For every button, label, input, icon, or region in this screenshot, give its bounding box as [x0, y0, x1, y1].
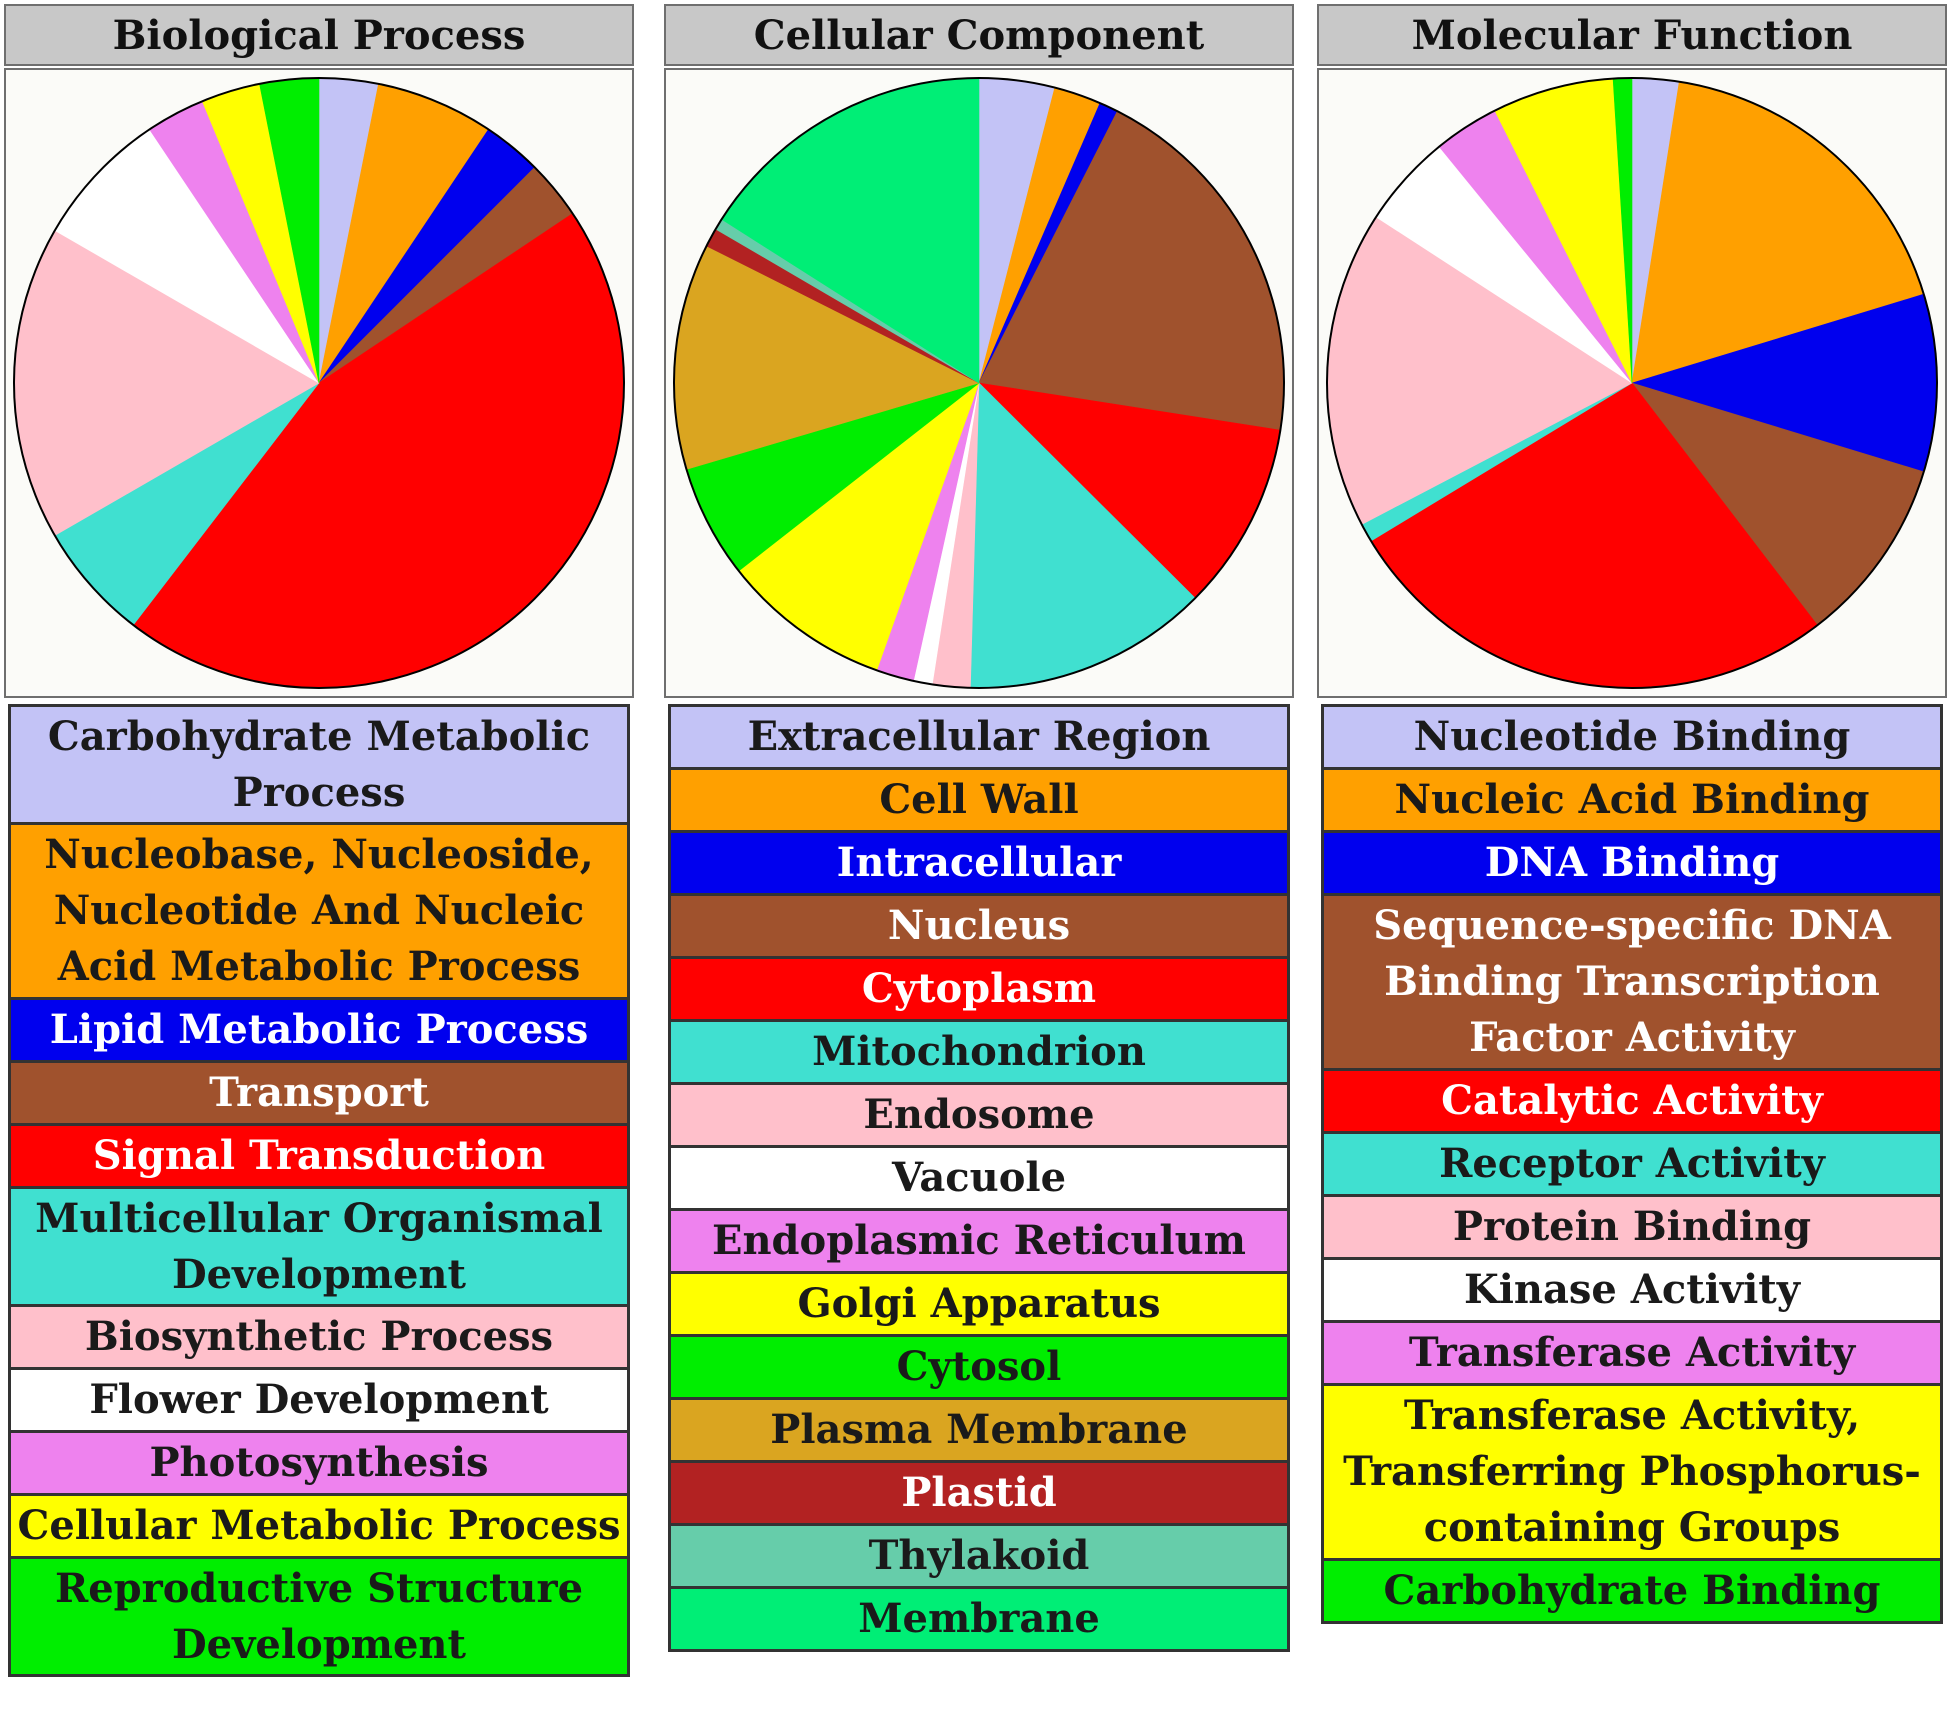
- legend-item-photosynthesis: Photosynthesis: [11, 1433, 627, 1493]
- legend-item-catalytic-activity: Catalytic Activity: [1324, 1071, 1940, 1131]
- legend-item-vacuole: Vacuole: [671, 1148, 1287, 1208]
- pie-chart: [13, 77, 625, 689]
- pie-chart: [1326, 77, 1938, 689]
- legend-item-nucleotide-binding: Nucleotide Binding: [1324, 707, 1940, 767]
- legend-item-thylakoid: Thylakoid: [671, 1526, 1287, 1586]
- legend: Extracellular Region Cell Wall Intracellul…: [668, 704, 1290, 1652]
- legend-item-transferase-activity-transferring-phosphorus-containing-groups: Transferase Activity, Transferring Phosp…: [1324, 1386, 1940, 1558]
- legend-item-carbohydrate-binding: Carbohydrate Binding: [1324, 1561, 1940, 1621]
- legend-item-flower-development: Flower Development: [11, 1370, 627, 1430]
- legend-item-intracellular: Intracellular: [671, 833, 1287, 893]
- pie-outline: [13, 77, 625, 689]
- pie-chart: [673, 77, 1285, 689]
- pie-outline: [673, 77, 1285, 689]
- legend-item-mitochondrion: Mitochondrion: [671, 1022, 1287, 1082]
- legend-item-cellular-metabolic-process: Cellular Metabolic Process: [11, 1496, 627, 1556]
- legend-item-membrane: Membrane: [671, 1589, 1287, 1649]
- legend-item-transport: Transport: [11, 1063, 627, 1123]
- legend-item-cytosol: Cytosol: [671, 1337, 1287, 1397]
- legend-item-nucleobase-nucleoside-nucleotide-and-nucleic-acid-metabolic-process: Nucleobase, Nucleoside, Nucleotide And N…: [11, 825, 627, 997]
- legend-item-endoplasmic-reticulum: Endoplasmic Reticulum: [671, 1211, 1287, 1271]
- legend-item-extracellular-region: Extracellular Region: [671, 707, 1287, 767]
- legend-item-cytoplasm: Cytoplasm: [671, 959, 1287, 1019]
- legend-item-lipid-metabolic-process: Lipid Metabolic Process: [11, 1000, 627, 1060]
- chart-title: Cellular Component: [664, 4, 1294, 66]
- legend-item-reproductive-structure-development: Reproductive Structure Development: [11, 1559, 627, 1674]
- legend-item-cell-wall: Cell Wall: [671, 770, 1287, 830]
- legend-item-plastid: Plastid: [671, 1463, 1287, 1523]
- legend-item-receptor-activity: Receptor Activity: [1324, 1134, 1940, 1194]
- legend-item-endosome: Endosome: [671, 1085, 1287, 1145]
- legend-item-nucleus: Nucleus: [671, 896, 1287, 956]
- legend-item-golgi-apparatus: Golgi Apparatus: [671, 1274, 1287, 1334]
- legend-item-carbohydrate-metabolic-process: Carbohydrate Metabolic Process: [11, 707, 627, 822]
- legend-item-sequence-specific-dna-binding-transcription-factor-activity: Sequence-specific DNA Binding Transcript…: [1324, 896, 1940, 1068]
- legend-item-transferase-activity: Transferase Activity: [1324, 1323, 1940, 1383]
- chart-title: Molecular Function: [1317, 4, 1947, 66]
- legend-item-plasma-membrane: Plasma Membrane: [671, 1400, 1287, 1460]
- legend: Nucleotide Binding Nucleic Acid Binding DN…: [1321, 704, 1943, 1624]
- pie-chart-area: [1317, 68, 1947, 698]
- pie-chart-area: [4, 68, 634, 698]
- legend: Carbohydrate Metabolic Process Nucleobase…: [8, 704, 630, 1677]
- legend-item-signal-transduction: Signal Transduction: [11, 1126, 627, 1186]
- chart-title: Biological Process: [4, 4, 634, 66]
- legend-item-kinase-activity: Kinase Activity: [1324, 1260, 1940, 1320]
- legend-item-nucleic-acid-binding: Nucleic Acid Binding: [1324, 770, 1940, 830]
- pie-chart-area: [664, 68, 1294, 698]
- legend-item-dna-binding: DNA Binding: [1324, 833, 1940, 893]
- legend-item-multicellular-organismal-development: Multicellular Organismal Development: [11, 1189, 627, 1304]
- legend-item-biosynthetic-process: Biosynthetic Process: [11, 1307, 627, 1367]
- legend-item-protein-binding: Protein Binding: [1324, 1197, 1940, 1257]
- pie-outline: [1326, 77, 1938, 689]
